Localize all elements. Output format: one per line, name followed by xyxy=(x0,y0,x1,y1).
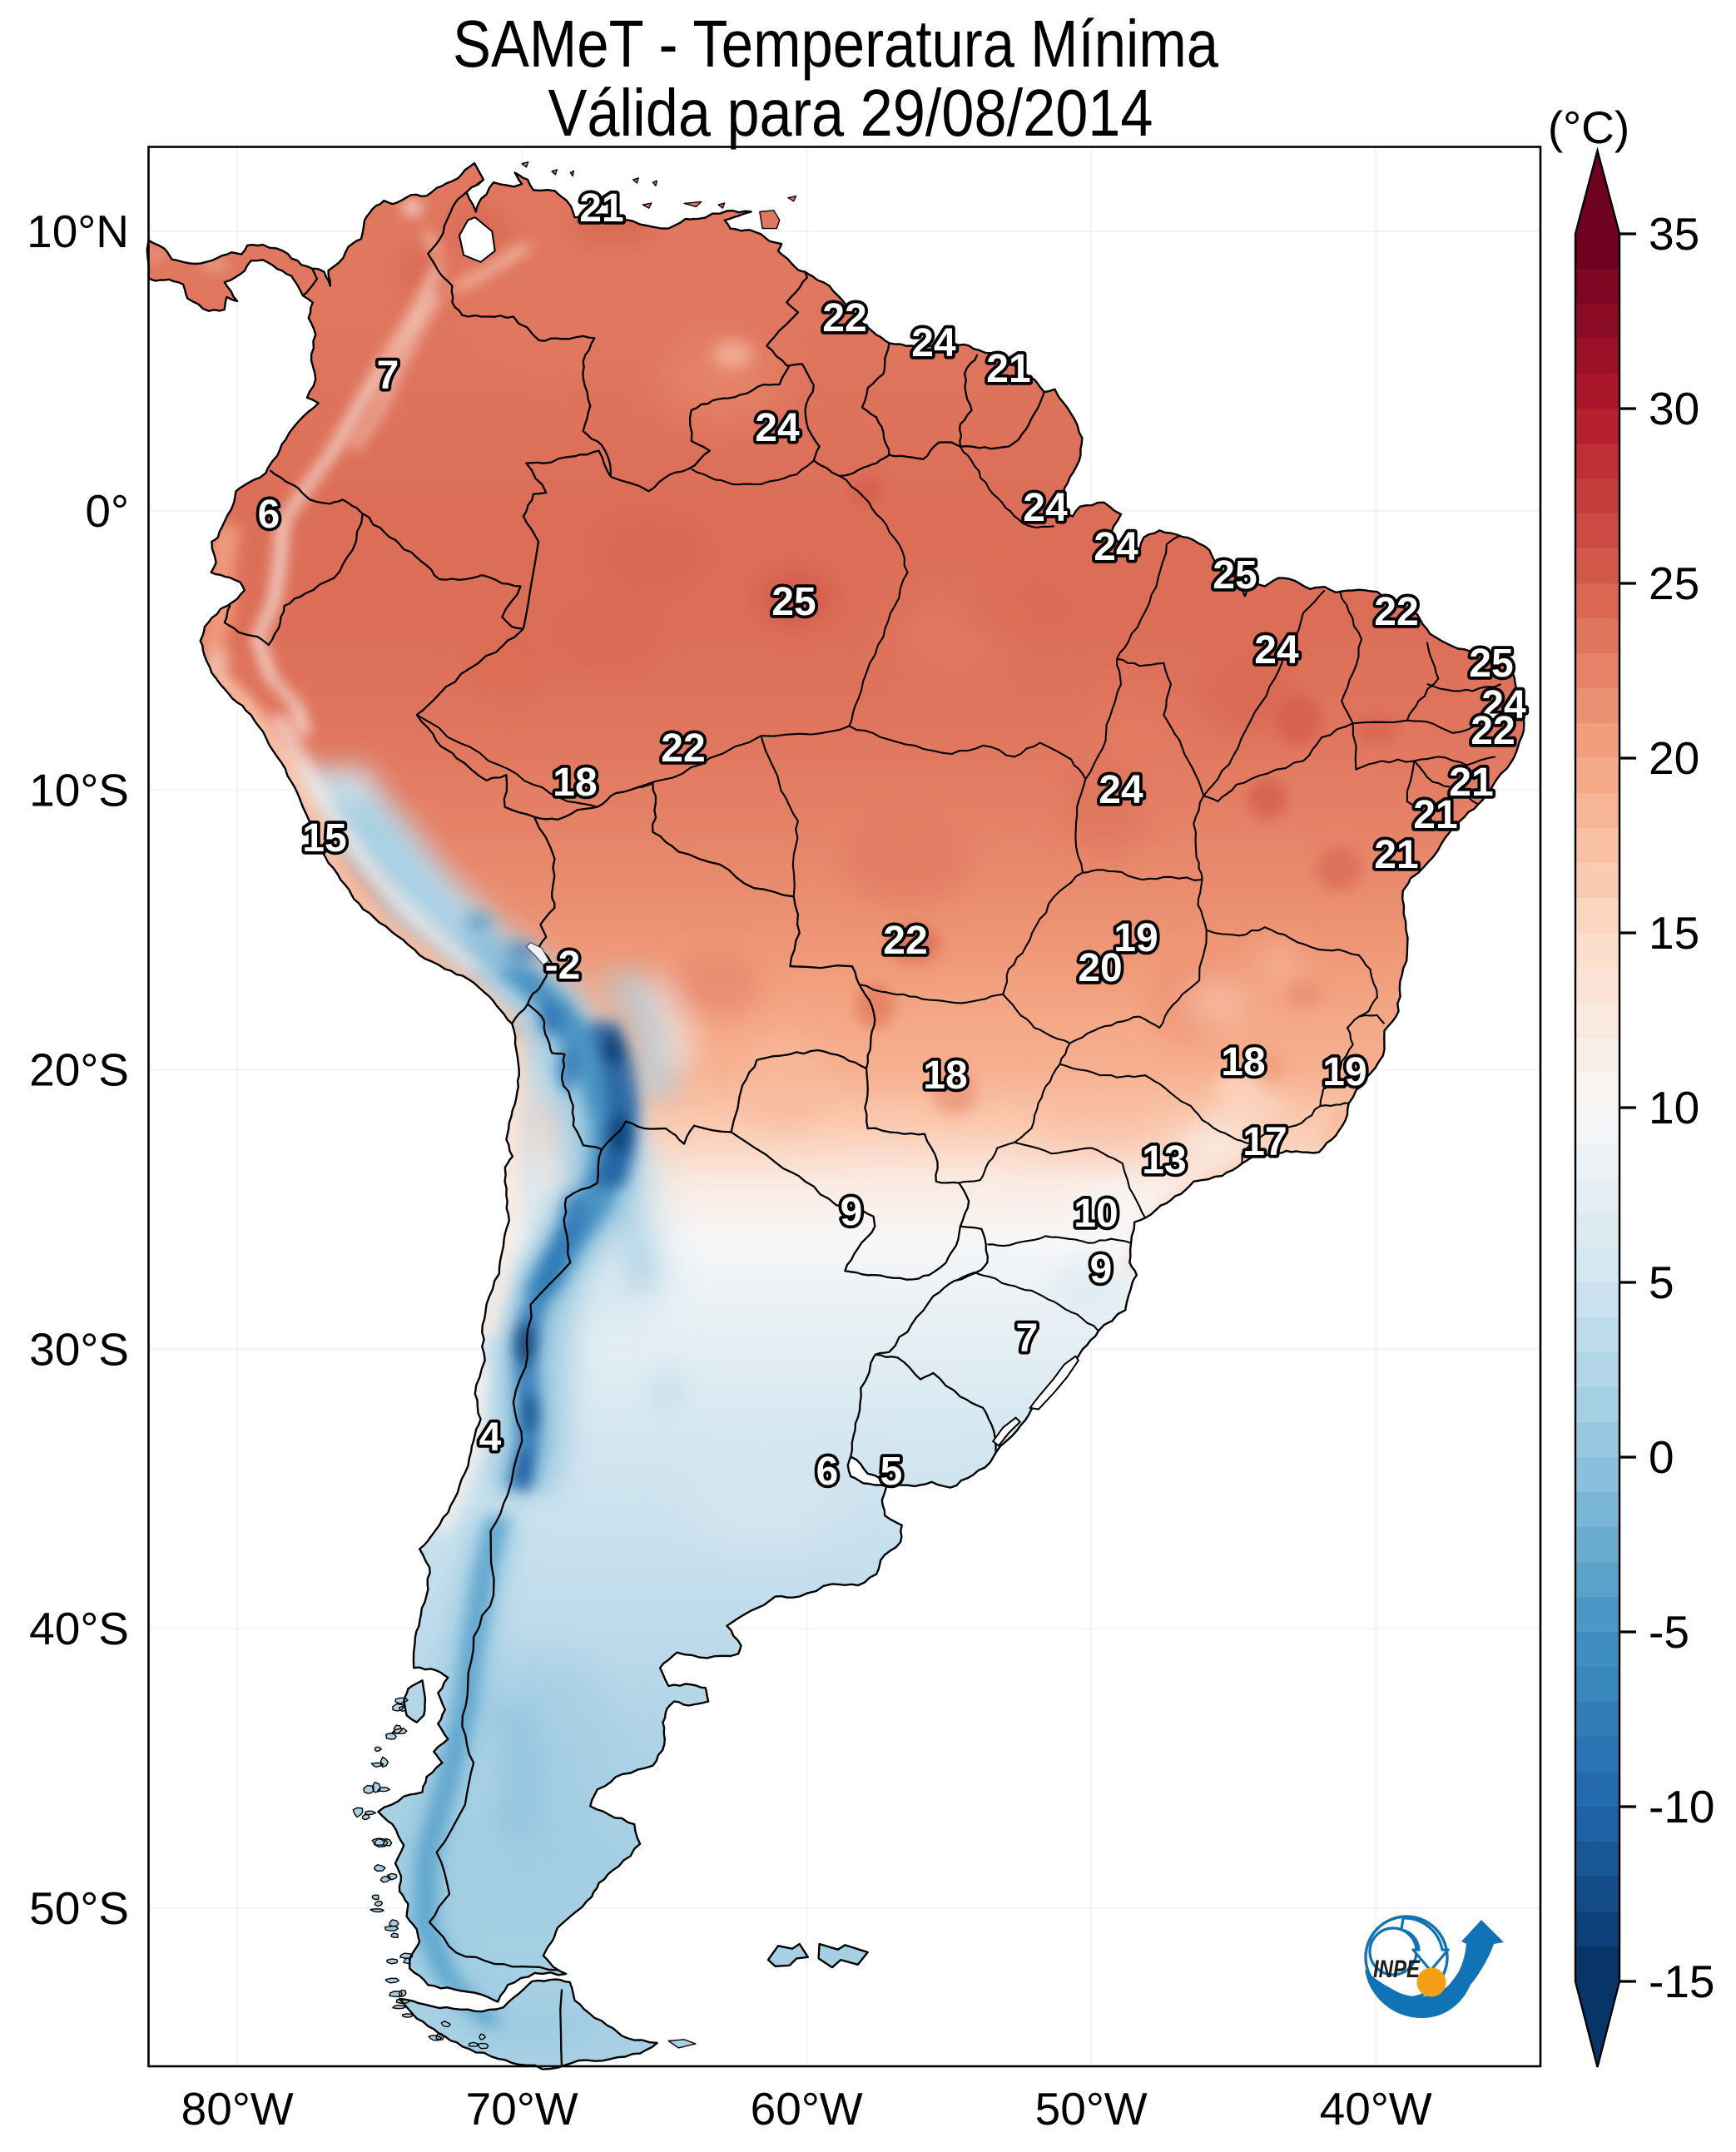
svg-text:25: 25 xyxy=(1469,642,1513,686)
svg-text:21: 21 xyxy=(1374,833,1418,877)
svg-text:0°: 0° xyxy=(85,485,129,537)
svg-text:0: 0 xyxy=(1649,1431,1674,1483)
svg-text:24: 24 xyxy=(1254,628,1299,672)
svg-text:5: 5 xyxy=(880,1450,903,1494)
svg-text:22: 22 xyxy=(883,919,927,963)
svg-text:20: 20 xyxy=(1649,732,1699,784)
svg-text:19: 19 xyxy=(1114,916,1158,960)
svg-text:7: 7 xyxy=(377,354,399,398)
svg-text:-2: -2 xyxy=(545,944,581,988)
svg-text:24: 24 xyxy=(911,321,956,365)
svg-text:40°W: 40°W xyxy=(1320,2083,1432,2135)
svg-text:80°W: 80°W xyxy=(181,2083,294,2135)
svg-text:21: 21 xyxy=(1449,761,1493,805)
svg-text:25: 25 xyxy=(1649,558,1699,609)
svg-text:INPE: INPE xyxy=(1373,1956,1421,1983)
svg-text:50°S: 50°S xyxy=(29,1882,129,1934)
svg-text:22: 22 xyxy=(1471,709,1515,753)
svg-text:25: 25 xyxy=(771,580,816,624)
svg-text:21: 21 xyxy=(579,186,623,231)
svg-text:6: 6 xyxy=(258,493,280,537)
svg-text:18: 18 xyxy=(553,761,597,805)
svg-text:20°S: 20°S xyxy=(29,1044,129,1096)
svg-text:19: 19 xyxy=(1322,1050,1366,1094)
svg-text:-5: -5 xyxy=(1649,1606,1689,1658)
svg-text:9: 9 xyxy=(841,1190,863,1234)
svg-text:6: 6 xyxy=(816,1450,839,1494)
svg-text:10°S: 10°S xyxy=(29,765,129,816)
svg-text:22: 22 xyxy=(661,726,705,771)
svg-text:7: 7 xyxy=(1016,1316,1039,1361)
svg-text:30°S: 30°S xyxy=(29,1323,129,1375)
svg-text:17: 17 xyxy=(1242,1120,1287,1164)
svg-text:24: 24 xyxy=(1023,486,1068,530)
svg-text:24: 24 xyxy=(1094,525,1138,569)
svg-text:SAMeT - Temperatura Mínima: SAMeT - Temperatura Mínima xyxy=(453,7,1218,81)
svg-text:20: 20 xyxy=(1078,946,1122,990)
svg-text:21: 21 xyxy=(986,347,1030,391)
svg-text:(°C): (°C) xyxy=(1548,102,1629,153)
svg-text:60°W: 60°W xyxy=(751,2083,863,2135)
svg-text:21: 21 xyxy=(1413,793,1457,837)
svg-text:70°W: 70°W xyxy=(466,2083,578,2135)
svg-text:25: 25 xyxy=(1213,553,1257,598)
svg-text:24: 24 xyxy=(1481,683,1526,727)
svg-text:9: 9 xyxy=(1090,1247,1113,1292)
svg-text:5: 5 xyxy=(1649,1257,1674,1308)
svg-text:13: 13 xyxy=(1142,1138,1186,1183)
svg-text:22: 22 xyxy=(1374,590,1418,634)
svg-text:22: 22 xyxy=(822,296,866,340)
svg-text:24: 24 xyxy=(1099,768,1143,812)
svg-text:10°N: 10°N xyxy=(27,206,129,257)
svg-text:18: 18 xyxy=(1221,1040,1265,1084)
svg-text:10: 10 xyxy=(1649,1082,1699,1133)
svg-text:-10: -10 xyxy=(1649,1781,1715,1832)
svg-text:30: 30 xyxy=(1649,383,1699,434)
svg-text:18: 18 xyxy=(923,1054,967,1098)
svg-text:15: 15 xyxy=(302,816,346,860)
svg-text:35: 35 xyxy=(1649,208,1699,260)
svg-text:Válida para 29/08/2014: Válida para 29/08/2014 xyxy=(548,76,1153,150)
svg-text:15: 15 xyxy=(1649,907,1699,959)
svg-text:-15: -15 xyxy=(1649,1956,1715,2007)
svg-text:24: 24 xyxy=(755,406,800,450)
svg-text:50°W: 50°W xyxy=(1035,2083,1148,2135)
svg-text:40°S: 40°S xyxy=(29,1603,129,1654)
svg-text:10: 10 xyxy=(1074,1192,1118,1236)
svg-text:4: 4 xyxy=(479,1416,502,1460)
